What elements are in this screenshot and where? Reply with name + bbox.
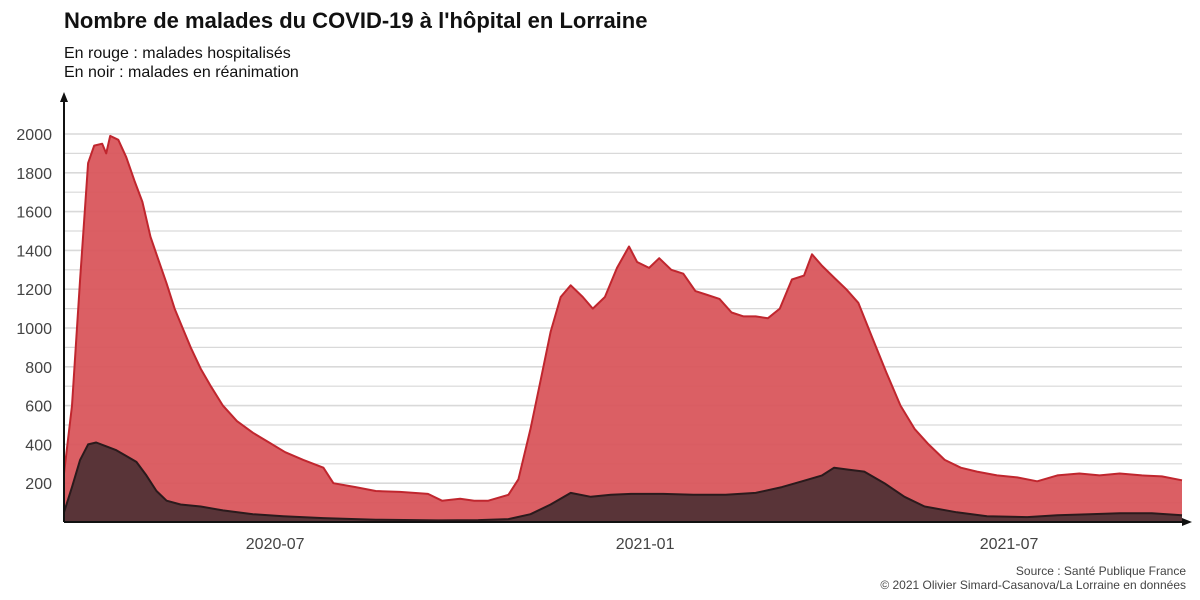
area-hospitalises-line <box>63 134 1183 502</box>
subtitle-hospitalises: En rouge : malades hospitalisés <box>64 45 291 62</box>
source-caption: Source : Santé Publique France <box>1015 564 1186 578</box>
y-tick-label: 1200 <box>16 282 52 299</box>
series-areas <box>63 134 1183 522</box>
x-tick-labels: 2020-07 2021-01 2021-07 <box>246 536 1039 553</box>
axes <box>60 92 1192 526</box>
y-tick-label: 600 <box>25 399 52 416</box>
subtitle-reanimation: En noir : malades en réanimation <box>64 64 299 81</box>
area-reanimation <box>64 442 1182 522</box>
area-chart: 200 400 600 800 1000 1200 1400 1600 1800 2000 202… <box>16 92 1192 553</box>
area-hospitalises <box>64 135 1182 522</box>
copyright-caption: © 2021 Olivier Simard-Casanova/La Lorrai… <box>880 578 1186 592</box>
y-tick-label: 200 <box>25 476 52 493</box>
y-tick-label: 1800 <box>16 166 52 183</box>
x-tick-label: 2021-01 <box>616 536 675 553</box>
chart-title: Nombre de malades du COVID-19 à l'hôpita… <box>64 8 648 33</box>
x-tick-label: 2020-07 <box>246 536 305 553</box>
y-tick-label: 400 <box>25 437 52 454</box>
x-tick-label: 2021-07 <box>980 536 1039 553</box>
y-axis-arrow <box>60 92 68 102</box>
y-tick-label: 2000 <box>16 127 52 144</box>
y-tick-label: 1400 <box>16 243 52 260</box>
x-axis-arrow <box>1182 518 1192 526</box>
y-tick-label: 1000 <box>16 321 52 338</box>
y-tick-label: 800 <box>25 360 52 377</box>
y-tick-label: 1600 <box>16 205 52 222</box>
y-tick-labels: 200 400 600 800 1000 1200 1400 1600 1800 2000 <box>16 127 52 493</box>
area-reanimation-line <box>63 441 1183 522</box>
